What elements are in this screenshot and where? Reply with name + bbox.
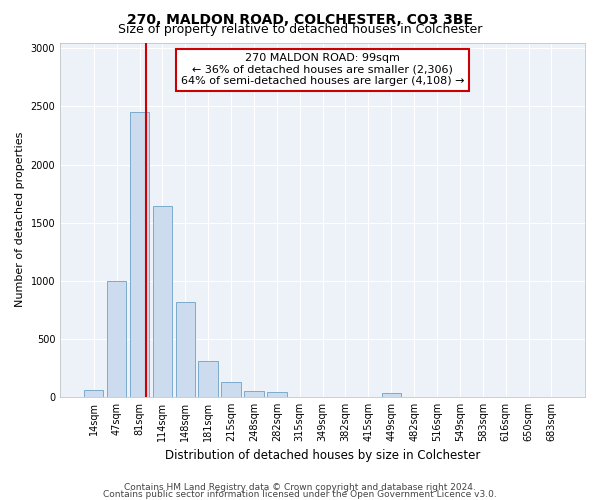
Text: 270, MALDON ROAD, COLCHESTER, CO3 3BE: 270, MALDON ROAD, COLCHESTER, CO3 3BE — [127, 12, 473, 26]
Bar — [107, 280, 127, 397]
Text: 270 MALDON ROAD: 99sqm
← 36% of detached houses are smaller (2,306)
64% of semi-: 270 MALDON ROAD: 99sqm ← 36% of detached… — [181, 53, 464, 86]
Text: Contains public sector information licensed under the Open Government Licence v3: Contains public sector information licen… — [103, 490, 497, 499]
Bar — [267, 392, 287, 397]
Bar — [382, 393, 401, 397]
Bar — [176, 302, 195, 397]
Bar — [199, 361, 218, 397]
Text: Contains HM Land Registry data © Crown copyright and database right 2024.: Contains HM Land Registry data © Crown c… — [124, 484, 476, 492]
Bar — [221, 382, 241, 397]
Bar — [130, 112, 149, 397]
Bar — [244, 390, 263, 397]
Bar — [84, 390, 103, 397]
Text: Size of property relative to detached houses in Colchester: Size of property relative to detached ho… — [118, 22, 482, 36]
Bar — [152, 206, 172, 397]
Y-axis label: Number of detached properties: Number of detached properties — [15, 132, 25, 308]
X-axis label: Distribution of detached houses by size in Colchester: Distribution of detached houses by size … — [165, 450, 480, 462]
